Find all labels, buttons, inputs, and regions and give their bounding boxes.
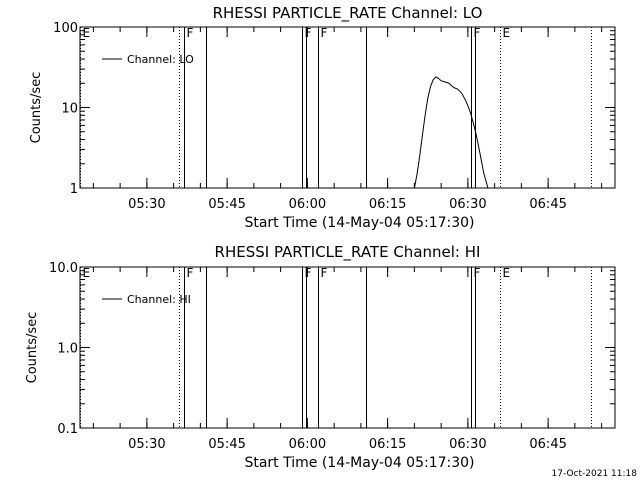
hi-flag-label-2: F bbox=[187, 266, 194, 280]
hi-ytick-label-2: 10.0 bbox=[49, 261, 78, 276]
hi-flag-label-0: E bbox=[83, 266, 91, 280]
hi-flag-label-4: F bbox=[305, 266, 312, 280]
lo-chart-title: RHESSI PARTICLE_RATE Channel: LO bbox=[213, 4, 483, 23]
lo-y-axis-label: Counts/sec bbox=[29, 72, 44, 144]
lo-ytick-label-0: 1 bbox=[70, 182, 78, 197]
lo-flag-label-8: F bbox=[474, 26, 481, 40]
lo-legend-entry: Channel: LO bbox=[127, 53, 194, 66]
lo-flag-label-10: E bbox=[503, 26, 511, 40]
hi-xtick-label-5: 06:45 bbox=[529, 437, 566, 452]
lo-channel-panel: RHESSI PARTICLE_RATE Channel: LOE F F F F E11… bbox=[29, 4, 616, 231]
hi-xtick-label-0: 05:30 bbox=[128, 437, 165, 452]
hi-xtick-label-2: 06:00 bbox=[289, 437, 326, 452]
lo-flag-label-0: E bbox=[83, 26, 91, 40]
lo-flag-label-4: F bbox=[305, 26, 312, 40]
hi-xtick-label-4: 06:30 bbox=[449, 437, 486, 452]
hi-chart-title: RHESSI PARTICLE_RATE Channel: HI bbox=[215, 243, 481, 262]
hi-flag-label-8: F bbox=[474, 266, 481, 280]
lo-x-axis-label: Start Time (14-May-04 05:17:30) bbox=[244, 215, 474, 231]
lo-xtick-label-4: 06:30 bbox=[449, 197, 486, 212]
hi-y-axis-label: Counts/sec bbox=[25, 312, 40, 384]
hi-flag-label-10: E bbox=[503, 266, 511, 280]
lo-ytick-label-1: 10 bbox=[61, 102, 78, 117]
lo-flag-label-6: F bbox=[321, 26, 328, 40]
hi-ytick-label-1: 1.0 bbox=[57, 342, 78, 357]
lo-xtick-label-3: 06:15 bbox=[369, 197, 406, 212]
hi-xtick-label-1: 05:45 bbox=[208, 437, 245, 452]
footer-timestamp: 17-Oct-2021 11:18 bbox=[552, 469, 638, 479]
hi-xtick-label-3: 06:15 bbox=[369, 437, 406, 452]
hi-flag-label-6: F bbox=[321, 266, 328, 280]
hi-x-axis-label: Start Time (14-May-04 05:17:30) bbox=[244, 455, 474, 471]
lo-xtick-label-0: 05:30 bbox=[128, 197, 165, 212]
hi-legend-entry: Channel: HI bbox=[127, 293, 191, 306]
lo-ytick-label-2: 100 bbox=[53, 21, 78, 36]
lo-xtick-label-1: 05:45 bbox=[208, 197, 245, 212]
lo-xtick-label-5: 06:45 bbox=[529, 197, 566, 212]
hi-ytick-label-0: 0.1 bbox=[57, 422, 78, 437]
lo-series-line-0 bbox=[413, 76, 489, 189]
lo-xtick-label-2: 06:00 bbox=[289, 197, 326, 212]
lo-flag-label-2: F bbox=[187, 26, 194, 40]
hi-channel-panel: RHESSI PARTICLE_RATE Channel: HIE F F F F E0.… bbox=[25, 243, 616, 471]
